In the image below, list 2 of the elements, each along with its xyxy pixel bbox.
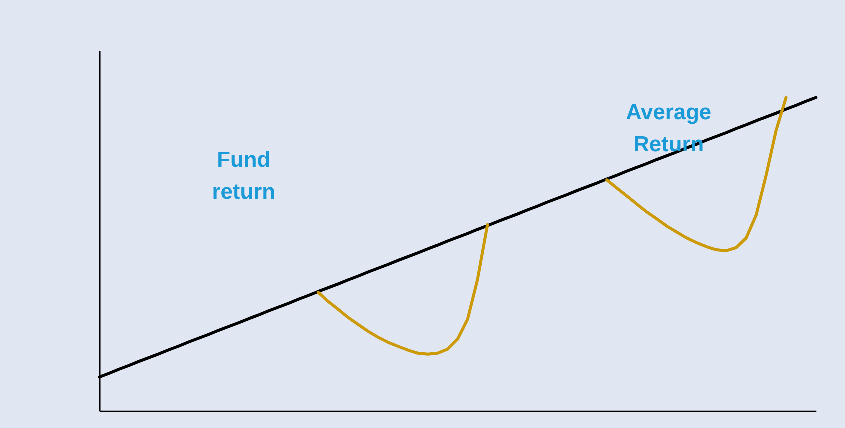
annotation: Average Return: [626, 99, 712, 156]
annotation: Fund return: [212, 147, 276, 204]
